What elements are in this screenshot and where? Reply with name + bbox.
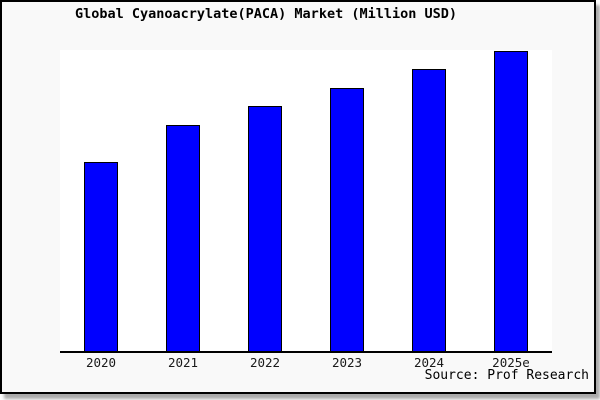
x-tick-label-2025e: 2025e — [492, 355, 530, 370]
source-note: Source: Prof Research — [424, 368, 589, 383]
bar-slot — [470, 50, 552, 351]
x-tick-label-2022: 2022 — [249, 355, 281, 370]
bar-slot — [142, 50, 224, 351]
bar-2021 — [166, 125, 200, 351]
bar-2024 — [412, 69, 446, 351]
x-tick-label-2024: 2024 — [413, 355, 445, 370]
bar-slot — [388, 50, 470, 351]
x-tick-label-2021: 2021 — [167, 355, 199, 370]
bars-container — [60, 50, 552, 351]
bar-2025e — [494, 51, 528, 351]
bar-2022 — [248, 106, 282, 351]
bar-2023 — [330, 88, 364, 351]
x-tick-label-2023: 2023 — [331, 355, 363, 370]
x-axis-tick-labels: 2020 2021 2022 2023 2024 2025e — [60, 355, 552, 370]
bar-slot — [224, 50, 306, 351]
x-tick-label-2020: 2020 — [85, 355, 117, 370]
bar-2020 — [84, 162, 118, 351]
chart-frame: Global Cyanoacrylate(PACA) Market (Milli… — [0, 0, 596, 394]
bar-slot — [60, 50, 142, 351]
bar-slot — [306, 50, 388, 351]
plot-area — [60, 50, 552, 353]
chart-title: Global Cyanoacrylate(PACA) Market (Milli… — [74, 6, 457, 22]
